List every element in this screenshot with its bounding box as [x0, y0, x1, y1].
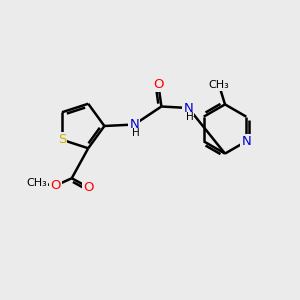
Text: O: O [83, 181, 94, 194]
Text: H: H [186, 112, 194, 122]
Text: O: O [50, 179, 61, 192]
Text: N: N [242, 135, 251, 148]
Text: CH₃: CH₃ [27, 178, 48, 188]
Text: CH₃: CH₃ [208, 80, 230, 90]
Text: O: O [153, 78, 164, 92]
Text: S: S [58, 133, 66, 146]
Text: H: H [132, 128, 140, 139]
Text: N: N [184, 101, 193, 115]
Text: N: N [130, 118, 139, 131]
